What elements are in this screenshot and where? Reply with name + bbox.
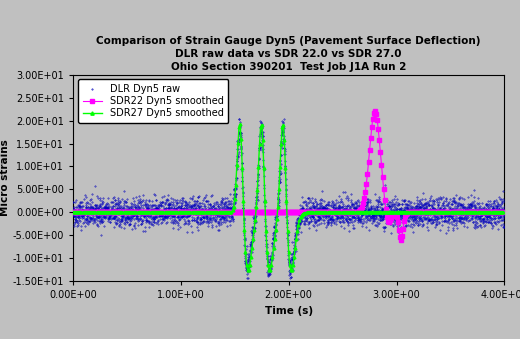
SDR22 Dyn5 smoothed — [500, 211, 506, 215]
SDR27 Dyn5 smoothed — [70, 211, 76, 215]
SDR22 Dyn5 smoothed — [382, 198, 388, 202]
DLR Dyn5 raw — [288, 286, 294, 290]
SDR22 Dyn5 smoothed — [341, 211, 347, 215]
SDR22 Dyn5 smoothed — [372, 109, 378, 113]
DLR Dyn5 raw — [275, 203, 281, 207]
Line: DLR Dyn5 raw: DLR Dyn5 raw — [72, 118, 505, 288]
DLR Dyn5 raw — [251, 221, 257, 225]
SDR22 Dyn5 smoothed — [122, 211, 128, 215]
SDR27 Dyn5 smoothed — [385, 211, 391, 215]
SDR22 Dyn5 smoothed — [240, 211, 246, 215]
SDR27 Dyn5 smoothed — [343, 211, 349, 215]
SDR22 Dyn5 smoothed — [384, 215, 390, 219]
DLR Dyn5 raw — [467, 211, 473, 215]
SDR27 Dyn5 smoothed — [241, 228, 248, 233]
Legend: DLR Dyn5 raw, SDR22 Dyn5 smoothed, SDR27 Dyn5 smoothed: DLR Dyn5 raw, SDR22 Dyn5 smoothed, SDR27… — [77, 79, 228, 123]
DLR Dyn5 raw — [488, 221, 495, 225]
Line: SDR27 Dyn5 smoothed: SDR27 Dyn5 smoothed — [71, 123, 505, 272]
Title: Comparison of Strain Gauge Dyn5 (Pavement Surface Deflection)
DLR raw data vs SD: Comparison of Strain Gauge Dyn5 (Pavemen… — [96, 36, 481, 73]
DLR Dyn5 raw — [501, 208, 508, 212]
DLR Dyn5 raw — [70, 207, 76, 211]
X-axis label: Time (s): Time (s) — [265, 306, 313, 316]
DLR Dyn5 raw — [236, 117, 242, 121]
SDR27 Dyn5 smoothed — [383, 211, 389, 215]
Y-axis label: Micro strains: Micro strains — [0, 140, 9, 216]
DLR Dyn5 raw — [383, 218, 389, 222]
DLR Dyn5 raw — [255, 175, 261, 179]
Line: SDR22 Dyn5 smoothed: SDR22 Dyn5 smoothed — [71, 109, 505, 242]
SDR22 Dyn5 smoothed — [210, 211, 216, 215]
SDR27 Dyn5 smoothed — [237, 122, 243, 126]
SDR22 Dyn5 smoothed — [70, 211, 76, 215]
SDR22 Dyn5 smoothed — [398, 238, 404, 242]
SDR27 Dyn5 smoothed — [500, 211, 506, 215]
SDR27 Dyn5 smoothed — [288, 268, 294, 272]
SDR27 Dyn5 smoothed — [210, 211, 216, 215]
SDR27 Dyn5 smoothed — [122, 211, 128, 215]
